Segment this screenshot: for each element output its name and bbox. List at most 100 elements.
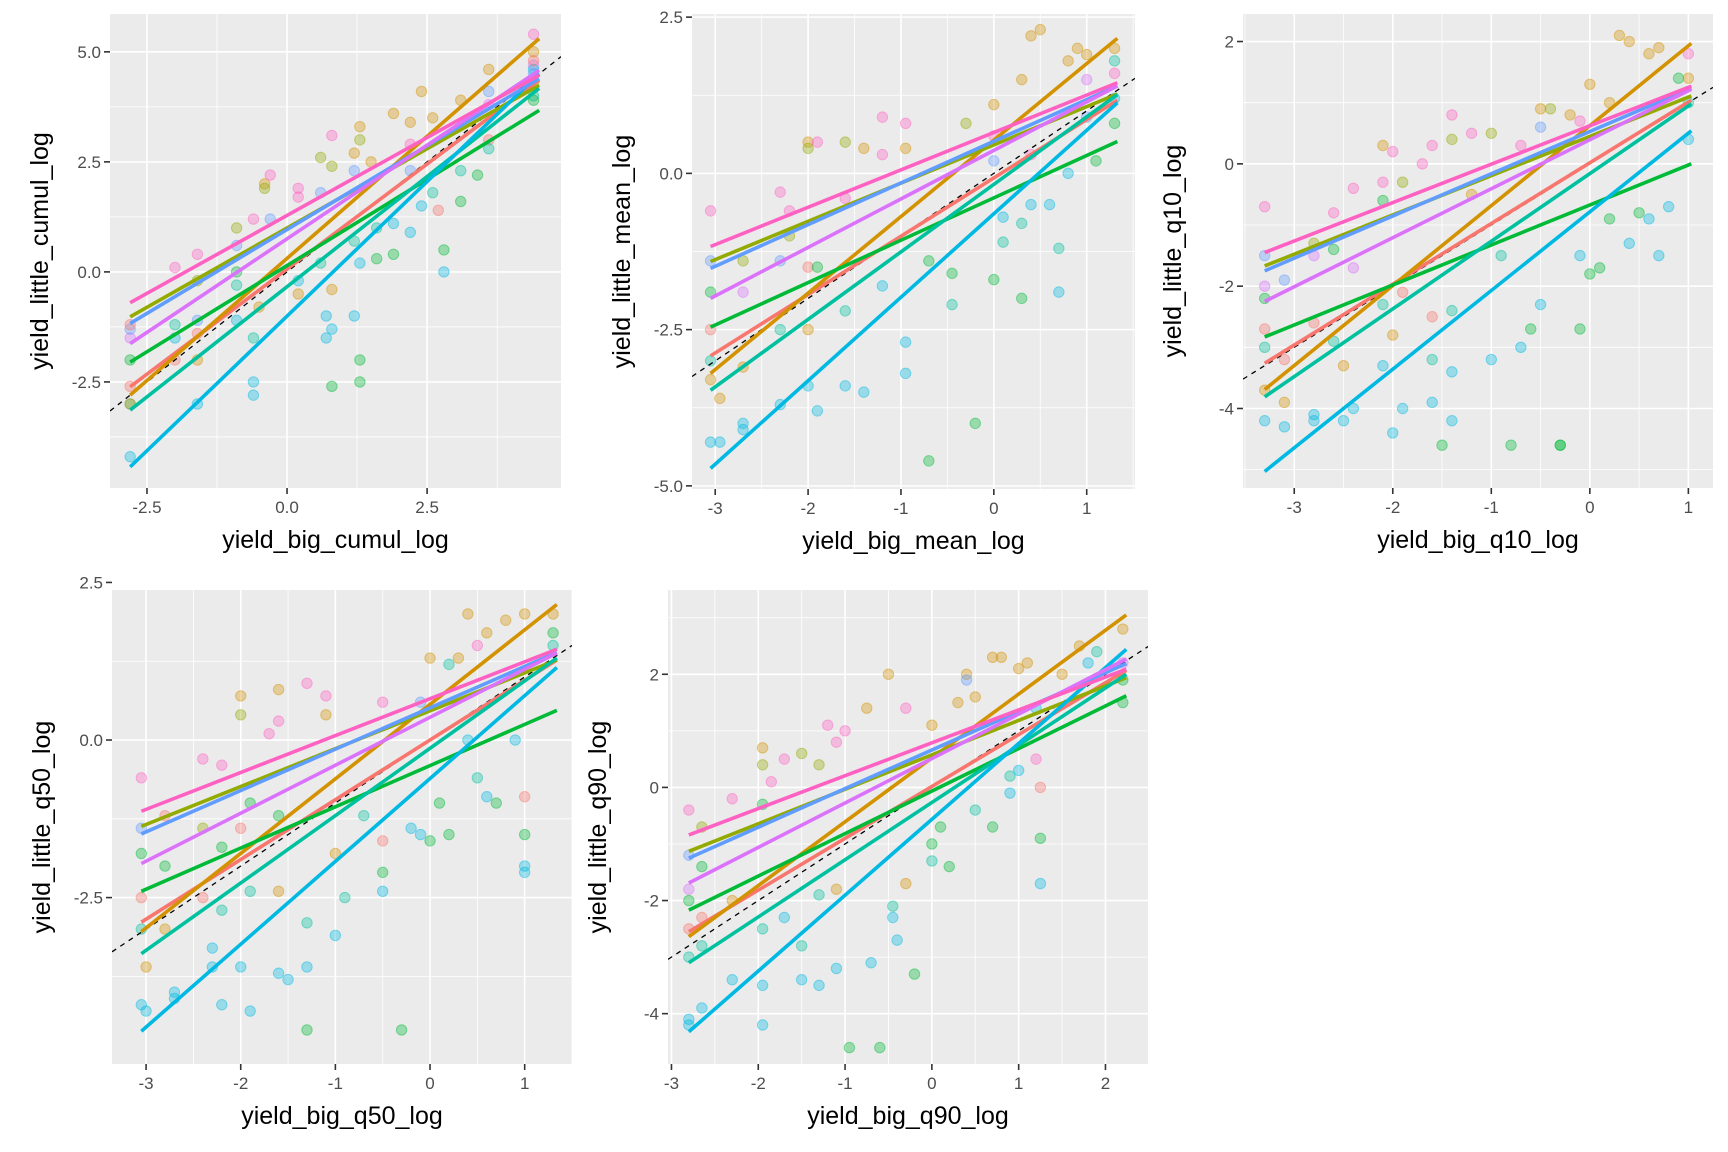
fit-line-group-1 (709, 36, 1119, 375)
data-point (1347, 402, 1360, 415)
fit-line-group-3 (129, 108, 541, 364)
data-point (1653, 41, 1665, 54)
data-point (923, 455, 935, 467)
fit-line-group-4 (709, 93, 1119, 392)
data-point (683, 804, 695, 816)
data-point (354, 134, 366, 146)
data-point (244, 885, 256, 897)
data-point (1081, 48, 1093, 61)
data-point (1015, 292, 1028, 305)
data-point (443, 828, 455, 841)
data-point (830, 883, 843, 895)
data-point (756, 923, 769, 935)
data-point (737, 286, 749, 298)
data-point (376, 835, 389, 847)
data-point (1337, 415, 1350, 427)
data-point (1308, 408, 1320, 421)
data-point (1278, 274, 1291, 286)
data-point (197, 753, 209, 765)
data-point (1108, 117, 1121, 130)
data-point (527, 59, 540, 71)
data-point (1515, 341, 1527, 354)
data-point (1327, 243, 1340, 256)
data-point (1327, 335, 1340, 347)
data-point (802, 323, 814, 336)
data-point (258, 178, 271, 190)
data-point (1396, 176, 1409, 188)
data-point (943, 860, 955, 873)
data-point (899, 117, 912, 130)
data-point (1258, 200, 1271, 213)
data-point (263, 728, 275, 740)
data-point (997, 211, 1009, 223)
data-point (1495, 249, 1507, 262)
data-point (1278, 396, 1291, 409)
data-point (1465, 127, 1478, 139)
data-point (1071, 42, 1084, 55)
data-point (839, 305, 851, 317)
data-point (1505, 439, 1517, 451)
data-point (247, 332, 260, 344)
fit-line-group-3 (140, 708, 558, 893)
data-point (1108, 67, 1121, 80)
fit-line-group-7 (129, 68, 541, 346)
data-point (1377, 298, 1389, 311)
data-point (191, 248, 204, 261)
data-point (1015, 73, 1028, 86)
data-point (861, 702, 873, 714)
data-point (1682, 48, 1695, 60)
data-point (1258, 323, 1271, 335)
fit-line-group-6 (1263, 86, 1693, 273)
x-tick-label: -1 (1484, 498, 1499, 517)
data-point (960, 674, 973, 686)
data-point (756, 979, 769, 992)
data-point (1426, 139, 1438, 152)
data-point (726, 974, 738, 986)
data-point (1446, 415, 1458, 427)
data-point (320, 310, 332, 322)
x-tick-label: 0 (927, 1074, 936, 1093)
data-point (216, 759, 228, 771)
data-point (969, 804, 981, 816)
data-point (527, 46, 540, 58)
data-point (926, 855, 938, 867)
data-point (1426, 311, 1438, 323)
data-point (168, 986, 181, 998)
data-point (802, 136, 814, 148)
data-point (272, 715, 285, 727)
data-point (1623, 237, 1635, 250)
data-point (1534, 121, 1547, 133)
data-point (329, 929, 342, 942)
data-point (830, 962, 843, 975)
data-point (969, 691, 981, 703)
data-point (1682, 72, 1695, 84)
y-tick-label: 0.0 (659, 164, 683, 183)
data-point (1030, 753, 1042, 765)
data-point (1108, 55, 1121, 67)
x-tick-label: -2.5 (132, 498, 161, 517)
y-tick-label: -5.0 (654, 477, 683, 496)
plot-layer (668, 613, 1148, 1054)
x-tick-label: 0.0 (275, 498, 299, 517)
data-point (320, 709, 332, 721)
data-point (500, 614, 512, 626)
y-tick-label: -2 (644, 892, 659, 911)
data-point (354, 120, 366, 133)
data-point (1584, 78, 1596, 91)
y-tick-label: -4 (644, 1005, 659, 1024)
data-point (1623, 35, 1635, 48)
data-point (1603, 213, 1616, 225)
data-point (1485, 127, 1498, 139)
data-point (1278, 421, 1291, 433)
data-point (169, 319, 181, 331)
data-point (899, 336, 912, 348)
plot-layer (110, 28, 561, 469)
data-point (1554, 439, 1566, 451)
data-point (1436, 439, 1448, 451)
data-point (376, 885, 389, 897)
data-point (774, 323, 786, 336)
data-point (946, 298, 958, 311)
fit-line-group-8 (709, 81, 1119, 249)
data-point (235, 822, 247, 834)
